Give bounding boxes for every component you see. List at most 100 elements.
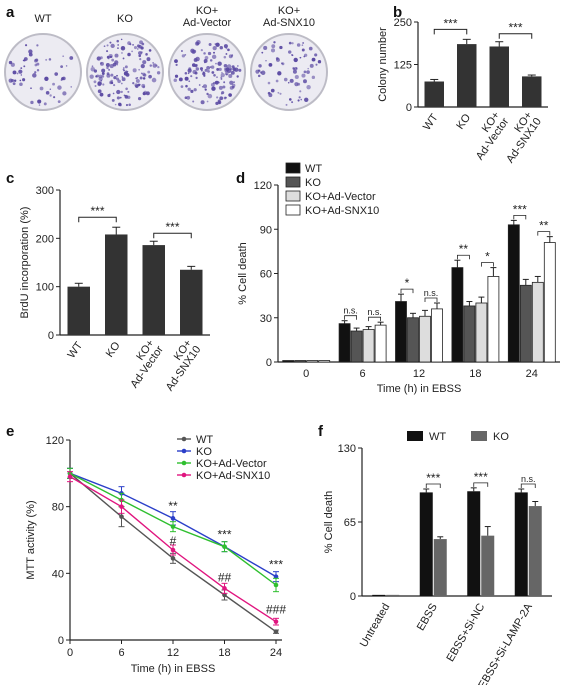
colony-dot <box>143 73 147 77</box>
bar <box>386 594 400 596</box>
colony-dot <box>192 100 195 103</box>
colony-dot <box>283 77 288 82</box>
colony-dot <box>142 91 146 96</box>
colony-dot <box>203 52 206 55</box>
colony-dot <box>188 80 191 83</box>
y-axis-label: % Cell death <box>237 242 249 304</box>
colony-dot <box>34 71 37 74</box>
colony-dot <box>225 96 227 99</box>
colony-dot <box>148 74 152 79</box>
bar <box>433 539 447 596</box>
significance-bracket <box>537 231 551 236</box>
legend-label: KO <box>493 431 509 443</box>
colony-dot <box>53 96 56 99</box>
colony-dot <box>94 85 97 87</box>
colony-dot <box>131 50 133 53</box>
colony-dot <box>152 63 157 68</box>
panel-f-chart: 0 65 130 % Cell death Untreated EBSS EBSS+Si-N… <box>323 431 552 685</box>
legend-label: KO+Ad-SNX10 <box>196 470 270 482</box>
significance-bracket <box>473 482 489 487</box>
colony-dot <box>218 67 222 71</box>
colony-dot <box>288 41 292 45</box>
colony-dot <box>265 60 267 62</box>
colony-dot <box>194 64 198 68</box>
colony-dot <box>212 45 217 51</box>
colony-dot <box>267 91 271 95</box>
colony-dot <box>100 80 103 82</box>
colony-dot <box>301 44 304 46</box>
colony-dot <box>124 95 129 99</box>
colony-dot <box>12 70 17 75</box>
colony-dot <box>8 60 13 65</box>
colony-dot <box>62 91 67 96</box>
colony-dot <box>122 67 125 69</box>
colony-dot <box>228 93 232 97</box>
significance-bracket <box>513 215 527 220</box>
colony-dot <box>106 44 109 47</box>
colony-dot <box>138 44 142 49</box>
colony-dot <box>32 73 37 78</box>
x-tick-label: KO+Ad-SNX10 <box>155 338 204 394</box>
colony-dot <box>293 57 298 63</box>
colony-dot <box>306 84 311 90</box>
significance-bracket <box>400 288 414 294</box>
colony-dot <box>233 81 235 84</box>
y-axis-label: Colony number <box>377 27 389 102</box>
colony-dot <box>49 94 52 97</box>
colony-dot <box>175 63 178 66</box>
panel-label-b: b <box>393 4 402 21</box>
colony-dot <box>211 54 217 60</box>
colony-dot <box>173 78 178 82</box>
x-tick-label: 0 <box>67 647 73 659</box>
colony-dot <box>116 96 120 100</box>
significance-label: n.s. <box>424 288 439 298</box>
colony-dot <box>202 84 208 89</box>
colony-dot <box>155 64 158 67</box>
significance-label: ** <box>539 219 549 233</box>
bar <box>531 281 544 363</box>
significance-label: n.s. <box>367 307 382 317</box>
colony-dot <box>30 87 32 89</box>
significance-label: # <box>170 534 177 548</box>
colony-dot <box>304 97 309 103</box>
colony-dot <box>306 70 310 74</box>
significance-bracket <box>424 297 438 302</box>
colony-dot <box>121 76 124 78</box>
colony-dot <box>304 53 308 57</box>
significance-label: *** <box>217 527 231 541</box>
colony-dot <box>117 44 119 46</box>
bar <box>522 76 542 107</box>
colony-dot <box>33 58 38 63</box>
colony-dot <box>294 66 298 71</box>
x-tick-label: KO <box>104 339 123 359</box>
colony-dot <box>123 69 126 72</box>
colony-dot <box>93 80 97 84</box>
colony-dot <box>116 74 118 77</box>
x-axis-label: Time (h) in EBSS <box>377 383 462 395</box>
colony-dot <box>317 60 322 64</box>
legend-marker <box>181 460 187 466</box>
colony-dot <box>184 71 188 75</box>
colony-dot <box>215 62 217 65</box>
x-tick-label: EBSS+Si-NC <box>444 601 487 663</box>
colony-dot <box>296 43 301 47</box>
colony-dot <box>37 99 42 104</box>
colony-dot <box>132 82 135 85</box>
colony-dot <box>45 91 50 95</box>
colony-dot <box>309 63 314 68</box>
colony-dot <box>99 92 104 97</box>
colony-dot <box>114 53 119 58</box>
colony-dot <box>213 51 215 54</box>
colony-dot <box>49 88 52 91</box>
colony-dot <box>19 82 23 87</box>
colony-dot <box>23 65 26 68</box>
bar <box>67 286 90 335</box>
colony-dot <box>206 92 209 96</box>
significance-bracket <box>153 232 192 239</box>
culture-dish <box>168 33 246 111</box>
colony-dot <box>200 100 205 105</box>
colony-dot <box>119 96 122 99</box>
x-tick-label: KO <box>454 111 473 131</box>
colony-dot <box>206 65 211 70</box>
